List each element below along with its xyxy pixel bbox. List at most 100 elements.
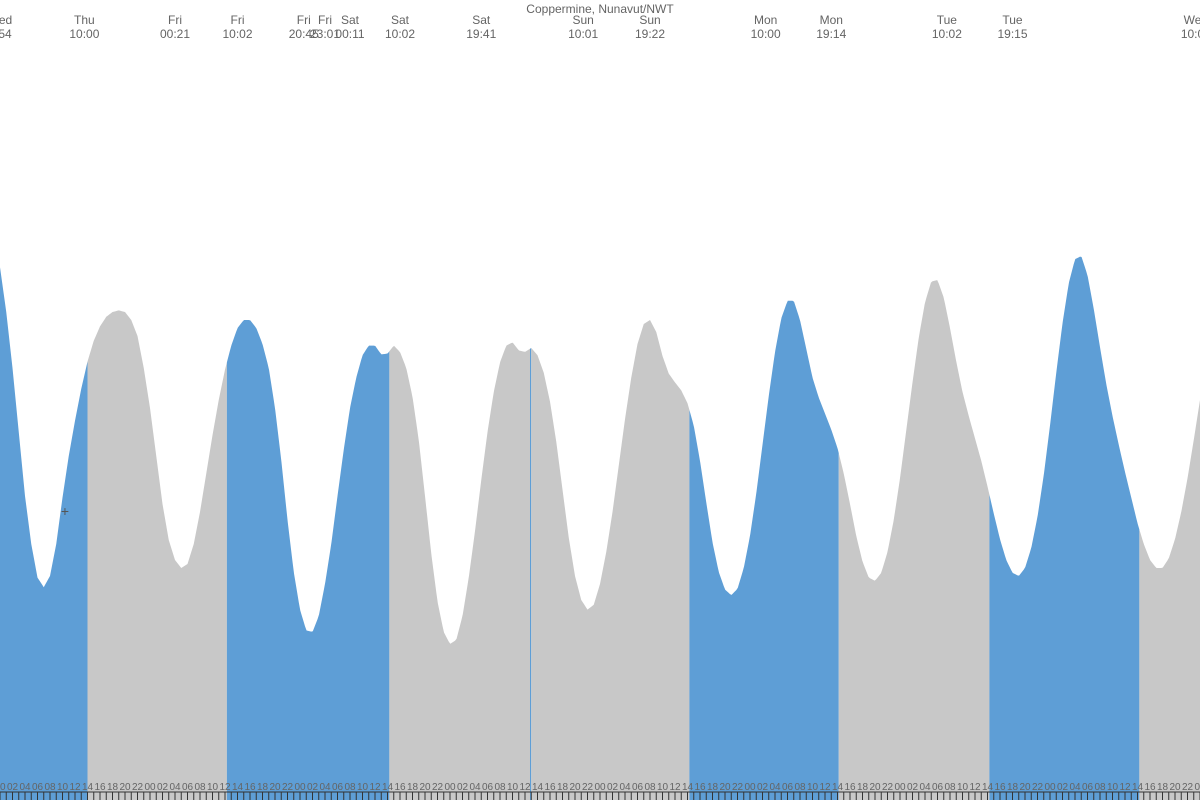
hour-label: 02: [307, 782, 318, 793]
hour-label: 12: [969, 782, 980, 793]
hour-label: 08: [344, 782, 355, 793]
hour-label: 18: [557, 782, 568, 793]
hour-label: 16: [844, 782, 855, 793]
hour-label: 08: [1094, 782, 1105, 793]
hour-label: 16: [994, 782, 1005, 793]
hour-label: 16: [544, 782, 555, 793]
hour-label: 14: [982, 782, 993, 793]
hour-label: 00: [894, 782, 905, 793]
hour-label: 20: [569, 782, 580, 793]
hour-label: 12: [669, 782, 680, 793]
hour-label: 00: [144, 782, 155, 793]
hour-label: 00: [594, 782, 605, 793]
hour-label: 20: [419, 782, 430, 793]
tide-event-label: Fri00:21: [160, 14, 190, 42]
hour-label: 18: [407, 782, 418, 793]
hour-label: 20: [119, 782, 130, 793]
hour-label: 12: [219, 782, 230, 793]
hour-label: 22: [1182, 782, 1193, 793]
hour-label: 08: [194, 782, 205, 793]
hour-label: 18: [257, 782, 268, 793]
hour-label: 06: [1082, 782, 1093, 793]
hour-label: 10: [807, 782, 818, 793]
hour-label: 06: [482, 782, 493, 793]
hour-label: 00: [744, 782, 755, 793]
hour-label: 00: [0, 782, 6, 793]
tide-segment-night: [689, 301, 838, 800]
tide-event-label: Sat10:02: [385, 14, 415, 42]
hour-label: 06: [182, 782, 193, 793]
hour-label: 14: [82, 782, 93, 793]
hour-label: 20: [869, 782, 880, 793]
hour-label: 10: [1107, 782, 1118, 793]
hour-label: 02: [1057, 782, 1068, 793]
hour-label: 14: [682, 782, 693, 793]
hour-label: 12: [369, 782, 380, 793]
hour-label: 20: [719, 782, 730, 793]
tide-event-label: Tue19:15: [997, 14, 1027, 42]
hour-label: 20: [269, 782, 280, 793]
hour-label: 02: [457, 782, 468, 793]
hour-label: 14: [832, 782, 843, 793]
hour-label: 16: [94, 782, 105, 793]
hour-label: 04: [169, 782, 180, 793]
tide-event-label: Thu10:00: [69, 14, 99, 42]
hour-label: 22: [732, 782, 743, 793]
tide-segment-night: [530, 348, 531, 800]
tide-segment-day: [88, 310, 227, 800]
hour-label: 04: [19, 782, 30, 793]
hour-label: 14: [532, 782, 543, 793]
hour-label: 10: [657, 782, 668, 793]
hour-label: 20: [1019, 782, 1030, 793]
hour-label: 16: [694, 782, 705, 793]
tide-event-label: Sun19:22: [635, 14, 665, 42]
hour-label: 06: [932, 782, 943, 793]
hour-label: 22: [432, 782, 443, 793]
hour-label: 16: [244, 782, 255, 793]
tide-chart: [0, 0, 1200, 800]
hour-label: 02: [607, 782, 618, 793]
hour-label: 02: [7, 782, 18, 793]
hour-label: 10: [957, 782, 968, 793]
hour-label: 22: [282, 782, 293, 793]
hour-label: 10: [207, 782, 218, 793]
tide-event-label: Mon10:00: [751, 14, 781, 42]
tide-segment-day: [839, 280, 990, 800]
hour-label: 06: [632, 782, 643, 793]
hour-label: 22: [132, 782, 143, 793]
tide-event-label: Tue10:02: [932, 14, 962, 42]
hour-label: 08: [44, 782, 55, 793]
hour-label: 04: [1069, 782, 1080, 793]
hour-label: 00: [1194, 782, 1200, 793]
tide-event-label: Fri10:02: [222, 14, 252, 42]
hour-label: 06: [782, 782, 793, 793]
tide-event-label: We10:0: [1181, 14, 1200, 42]
crosshair-marker: +: [61, 505, 69, 521]
hour-label: 22: [882, 782, 893, 793]
tide-event-label: Mon19:14: [816, 14, 846, 42]
hour-label: 12: [519, 782, 530, 793]
hour-label: 08: [794, 782, 805, 793]
hour-label: 02: [907, 782, 918, 793]
hour-label: 04: [619, 782, 630, 793]
hour-label: 04: [769, 782, 780, 793]
tide-segment-day: [389, 343, 530, 800]
hour-label: 04: [919, 782, 930, 793]
tide-event-label: Sat00:11: [335, 14, 364, 42]
tide-segment-night: [227, 320, 390, 800]
hour-label: 00: [444, 782, 455, 793]
hour-label: 04: [319, 782, 330, 793]
hour-label: 16: [394, 782, 405, 793]
hour-label: 18: [707, 782, 718, 793]
hour-label: 14: [232, 782, 243, 793]
tide-segment-night: [0, 267, 88, 800]
hour-label: 18: [857, 782, 868, 793]
tide-segment-day: [531, 320, 689, 800]
hour-label: 04: [469, 782, 480, 793]
hour-label: 12: [819, 782, 830, 793]
hour-label: 02: [157, 782, 168, 793]
hour-label: 12: [69, 782, 80, 793]
tide-segment-day: [1139, 400, 1200, 800]
hour-label: 08: [944, 782, 955, 793]
hour-label: 10: [357, 782, 368, 793]
